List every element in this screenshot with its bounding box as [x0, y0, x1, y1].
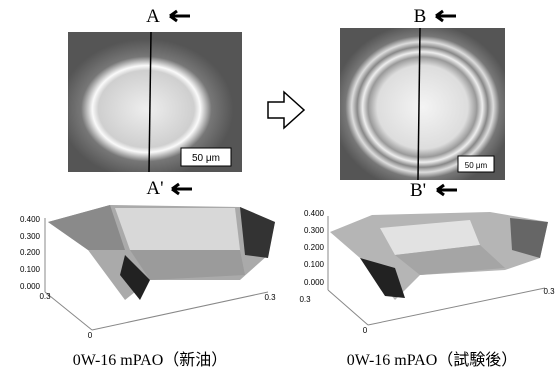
z-tick-label: 0.100 — [20, 265, 41, 274]
z-tick-label: 0.100 — [304, 260, 325, 269]
surface-plot — [328, 212, 548, 325]
section-label: A' — [146, 178, 163, 199]
z-tick-label: 0.200 — [20, 248, 41, 257]
axis-label: 0.3 — [543, 287, 555, 296]
section-label: B — [414, 6, 427, 27]
surface-plot — [45, 205, 275, 330]
arrow-icon — [172, 184, 192, 194]
scale-bar-label: 50 μm — [465, 161, 488, 170]
caption: 0W-16 mPAO（試験後） — [347, 351, 518, 369]
section-label: B' — [410, 180, 426, 201]
figure: A 50 μm A' 0.400 0.300 0.200 0.100 0.000… — [0, 0, 558, 373]
arrow-icon — [170, 11, 190, 21]
arrow-icon — [436, 11, 456, 21]
z-tick-label: 0.400 — [304, 209, 325, 218]
z-tick-label: 0.200 — [304, 243, 325, 252]
axis-label: 0.3 — [39, 292, 51, 301]
z-tick-label: 0.400 — [20, 215, 41, 224]
axis-label: 0 — [88, 331, 93, 340]
caption: 0W-16 mPAO（新油） — [73, 351, 228, 369]
z-tick-label: 0.000 — [304, 278, 325, 287]
z-tick-label: 0.000 — [20, 282, 41, 291]
transition-arrow — [268, 92, 304, 128]
arrow-icon — [437, 185, 457, 195]
z-tick-label: 0.300 — [304, 226, 325, 235]
panel-a: A 50 μm A' 0.400 0.300 0.200 0.100 0.000… — [20, 6, 276, 369]
axis-label: 0 — [363, 326, 368, 335]
panel-b: B 50 μm B' 0.400 0.300 0.200 0.100 0.000… — [299, 6, 555, 369]
section-label: A — [146, 6, 160, 27]
scale-bar-label: 50 μm — [192, 153, 220, 164]
axis-label: 0.3 — [264, 293, 276, 302]
axis-label: 0.3 — [299, 295, 311, 304]
z-tick-label: 0.300 — [20, 232, 41, 241]
